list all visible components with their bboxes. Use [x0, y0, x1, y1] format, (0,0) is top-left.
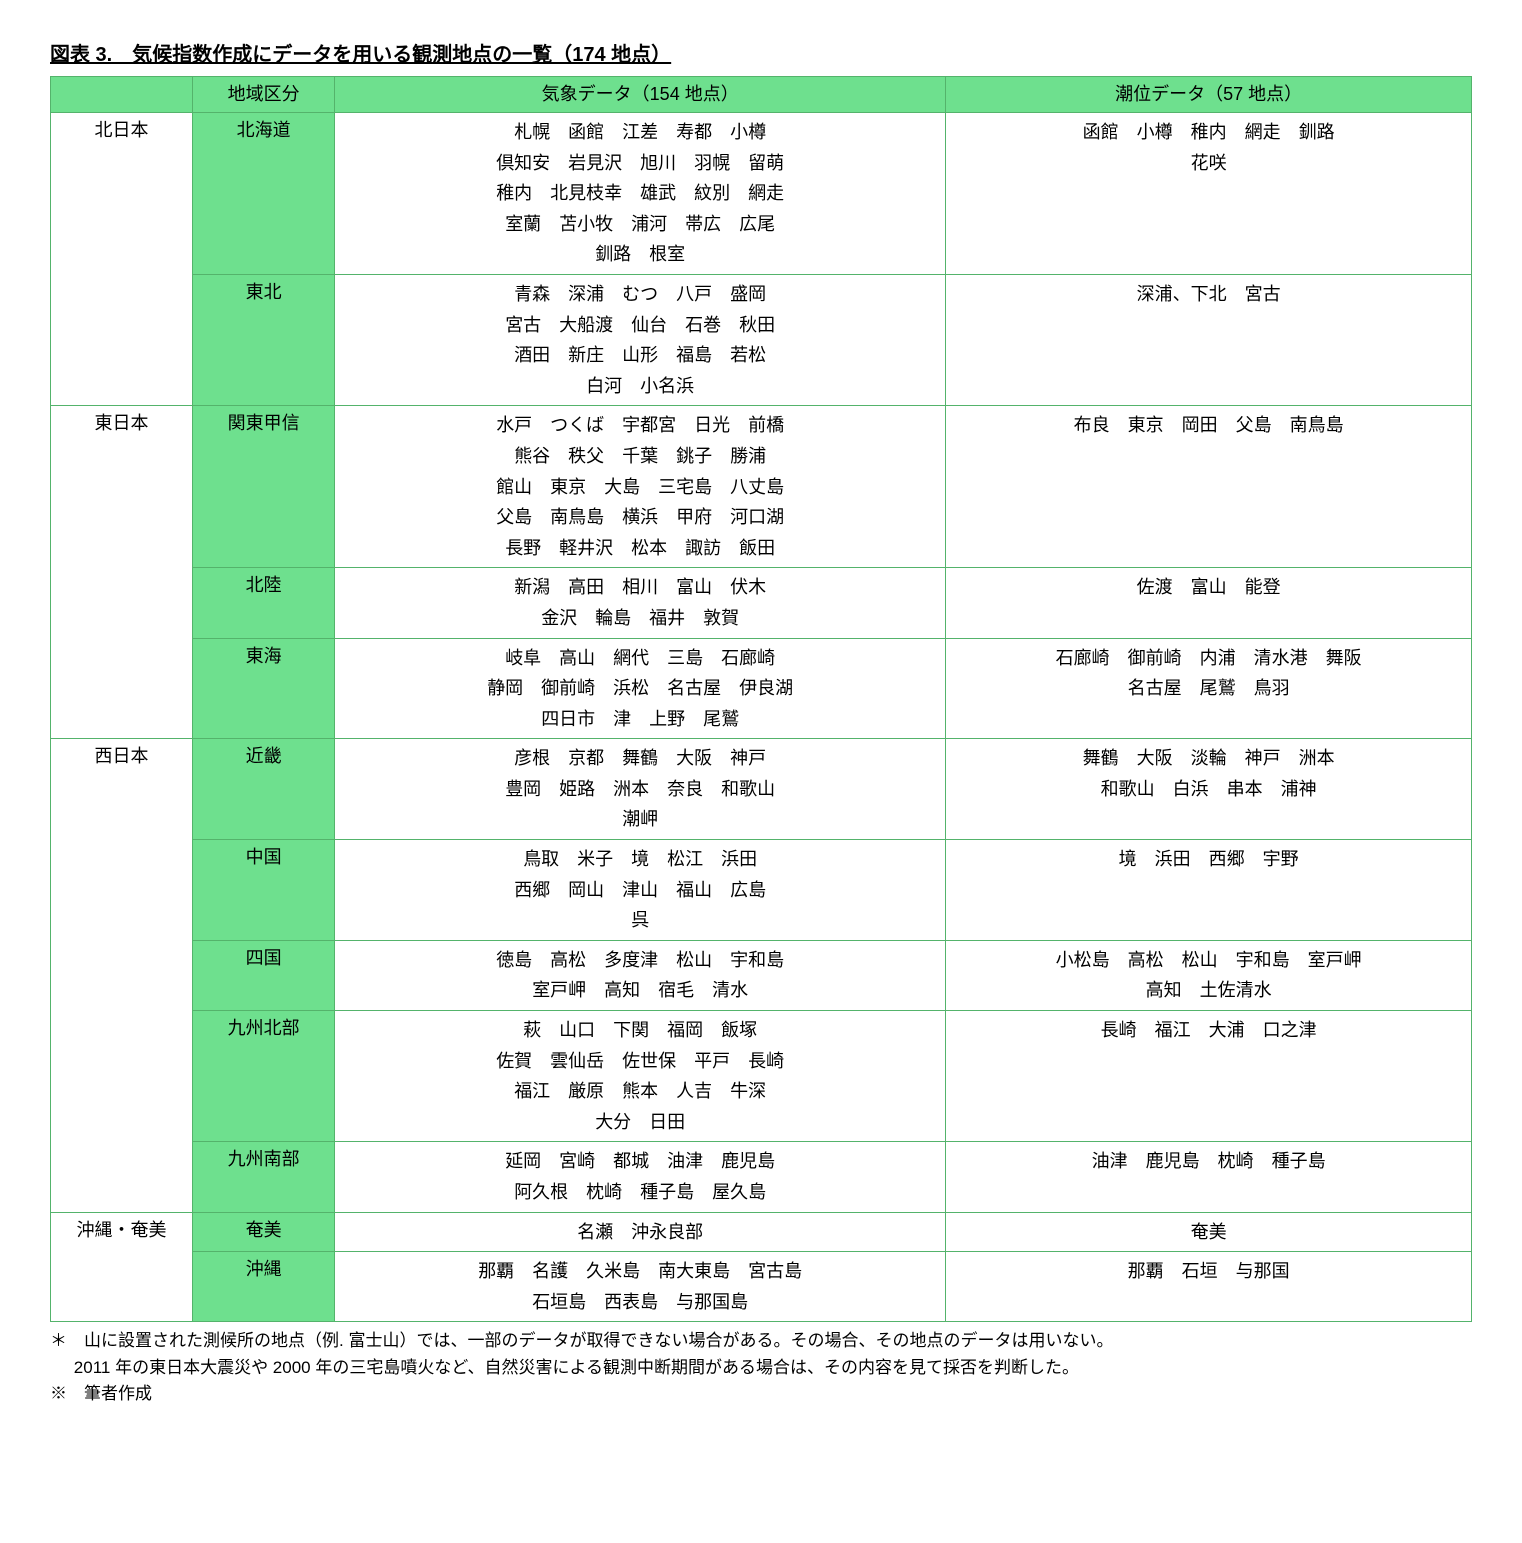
area-cell: 東日本 [51, 406, 193, 739]
tide-cell: 奄美 [946, 1212, 1472, 1252]
header-meteorology: 気象データ（154 地点） [335, 77, 946, 113]
table-title: 図表 3. 気候指数作成にデータを用いる観測地点の一覧（174 地点） [50, 40, 1472, 70]
area-cell: 西日本 [51, 739, 193, 1212]
region-cell: 中国 [193, 840, 335, 941]
region-cell: 東北 [193, 274, 335, 405]
header-tide: 潮位データ（57 地点） [946, 77, 1472, 113]
header-region: 地域区分 [193, 77, 335, 113]
meteorology-cell: 水戸 つくば 宇都宮 日光 前橋熊谷 秩父 千葉 銚子 勝浦館山 東京 大島 三… [335, 406, 946, 568]
region-cell: 東海 [193, 638, 335, 739]
meteorology-cell: 彦根 京都 舞鶴 大阪 神戸豊岡 姫路 洲本 奈良 和歌山潮岬 [335, 739, 946, 840]
meteorology-cell: 名瀬 沖永良部 [335, 1212, 946, 1252]
meteorology-cell: 岐阜 高山 網代 三島 石廊崎静岡 御前崎 浜松 名古屋 伊良湖四日市 津 上野… [335, 638, 946, 739]
meteorology-cell: 鳥取 米子 境 松江 浜田西郷 岡山 津山 福山 広島呉 [335, 840, 946, 941]
tide-cell: 石廊崎 御前崎 内浦 清水港 舞阪名古屋 尾鷲 鳥羽 [946, 638, 1472, 739]
tide-cell: 境 浜田 西郷 宇野 [946, 840, 1472, 941]
tide-cell: 函館 小樽 稚内 網走 釧路花咲 [946, 113, 1472, 275]
region-cell: 四国 [193, 940, 335, 1010]
region-cell: 九州北部 [193, 1011, 335, 1142]
meteorology-cell: 札幌 函館 江差 寿都 小樽倶知安 岩見沢 旭川 羽幌 留萌稚内 北見枝幸 雄武… [335, 113, 946, 275]
region-cell: 沖縄 [193, 1252, 335, 1322]
region-cell: 関東甲信 [193, 406, 335, 568]
area-cell: 北日本 [51, 113, 193, 406]
header-blank [51, 77, 193, 113]
meteorology-cell: 徳島 高松 多度津 松山 宇和島室戸岬 高知 宿毛 清水 [335, 940, 946, 1010]
tide-cell: 佐渡 富山 能登 [946, 568, 1472, 638]
footnote-1b: 2011 年の東日本大震災や 2000 年の三宅島噴火など、自然災害による観測中… [50, 1355, 1472, 1381]
tide-cell: 深浦、下北 宮古 [946, 274, 1472, 405]
tide-cell: 小松島 高松 松山 宇和島 室戸岬高知 土佐清水 [946, 940, 1472, 1010]
meteorology-cell: 那覇 名護 久米島 南大東島 宮古島石垣島 西表島 与那国島 [335, 1252, 946, 1322]
tide-cell: 舞鶴 大阪 淡輪 神戸 洲本和歌山 白浜 串本 浦神 [946, 739, 1472, 840]
tide-cell: 布良 東京 岡田 父島 南鳥島 [946, 406, 1472, 568]
meteorology-cell: 延岡 宮崎 都城 油津 鹿児島阿久根 枕崎 種子島 屋久島 [335, 1142, 946, 1212]
tide-cell: 那覇 石垣 与那国 [946, 1252, 1472, 1322]
region-cell: 奄美 [193, 1212, 335, 1252]
station-table: 地域区分 気象データ（154 地点） 潮位データ（57 地点） 北日本北海道札幌… [50, 76, 1472, 1322]
footnote-2: ※ 筆者作成 [50, 1381, 1472, 1407]
region-cell: 北陸 [193, 568, 335, 638]
footnote-1a: ＊ 山に設置された測候所の地点（例. 富士山）では、一部のデータが取得できない場… [50, 1328, 1472, 1354]
footnotes: ＊ 山に設置された測候所の地点（例. 富士山）では、一部のデータが取得できない場… [50, 1328, 1472, 1407]
meteorology-cell: 新潟 高田 相川 富山 伏木金沢 輪島 福井 敦賀 [335, 568, 946, 638]
tide-cell: 油津 鹿児島 枕崎 種子島 [946, 1142, 1472, 1212]
tide-cell: 長崎 福江 大浦 口之津 [946, 1011, 1472, 1142]
meteorology-cell: 青森 深浦 むつ 八戸 盛岡宮古 大船渡 仙台 石巻 秋田酒田 新庄 山形 福島… [335, 274, 946, 405]
region-cell: 北海道 [193, 113, 335, 275]
region-cell: 九州南部 [193, 1142, 335, 1212]
region-cell: 近畿 [193, 739, 335, 840]
area-cell: 沖縄・奄美 [51, 1212, 193, 1322]
meteorology-cell: 萩 山口 下関 福岡 飯塚佐賀 雲仙岳 佐世保 平戸 長崎福江 厳原 熊本 人吉… [335, 1011, 946, 1142]
